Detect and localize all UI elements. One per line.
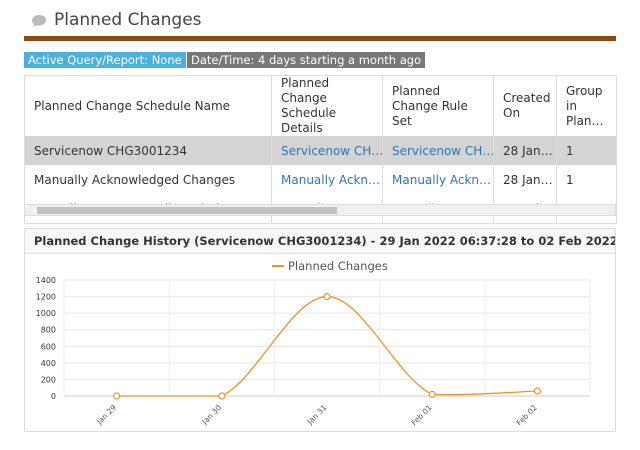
y-tick-label: 1200 [36, 293, 56, 302]
y-tick-label: 200 [41, 375, 56, 384]
page-title: Planned Changes [54, 10, 202, 30]
table-cell: 1 [556, 165, 617, 194]
chart-panel: Planned Change History (Servicenow CHG30… [24, 228, 616, 432]
y-tick-label: 800 [41, 326, 56, 335]
filter-badge[interactable]: Date/Time: 4 days starting a month ago [187, 52, 426, 68]
table-cell: Servicenow CH… [271, 136, 383, 165]
legend-label: Planned Changes [288, 259, 388, 273]
y-tick-label: 400 [41, 359, 56, 368]
column-header: Planned Change Schedule Details [271, 75, 383, 136]
column-header: Planned Change Schedule Name [24, 75, 272, 136]
column-header: Group in Plan… [556, 75, 617, 136]
y-tick-label: 1400 [36, 276, 56, 285]
table-row[interactable]: Servicenow CHG3001234 Servicenow CH… Servi… [24, 136, 617, 165]
x-tick-label: Feb 02 [515, 403, 539, 427]
scroll-thumb[interactable] [37, 207, 337, 214]
y-tick-label: 1000 [36, 309, 56, 318]
table-cell: 1 [556, 136, 617, 165]
x-tick-label: Jan 30 [200, 403, 224, 427]
y-tick-label: 0 [51, 392, 56, 401]
table-cell: Servicenow CH… [382, 136, 494, 165]
chart-title: Planned Change History (Servicenow CHG30… [25, 229, 615, 254]
x-tick-label: Feb 01 [409, 403, 433, 427]
data-point [428, 390, 436, 398]
data-point [218, 392, 226, 400]
table-cell: 28 Jan… [493, 136, 557, 165]
table-cell: Manually Acknowledged Changes [24, 165, 272, 194]
icon [32, 15, 46, 27]
x-tick-label: Jan 29 [94, 403, 118, 427]
y-tick-label: 600 [41, 342, 56, 351]
table-cell: 28 Jan… [493, 165, 557, 194]
table-row[interactable]: Manually Acknowledged Changes Manually Ac… [24, 165, 617, 194]
table-cell: Servicenow CHG3001234 [24, 136, 272, 165]
table-cell: Manually Ackn… [382, 165, 494, 194]
data-point [323, 292, 331, 301]
data-point [112, 392, 121, 400]
data-point [533, 387, 542, 395]
divider [24, 36, 616, 41]
scrollbar[interactable] [24, 204, 616, 216]
filter-badge[interactable]: Active Query/Report: None [24, 52, 186, 68]
column-header: Planned Change Rule Set [382, 75, 494, 136]
table-cell: Manually Ackn… [271, 165, 383, 194]
column-header: Created On [493, 75, 557, 136]
x-tick-label: Jan 31 [305, 403, 329, 427]
